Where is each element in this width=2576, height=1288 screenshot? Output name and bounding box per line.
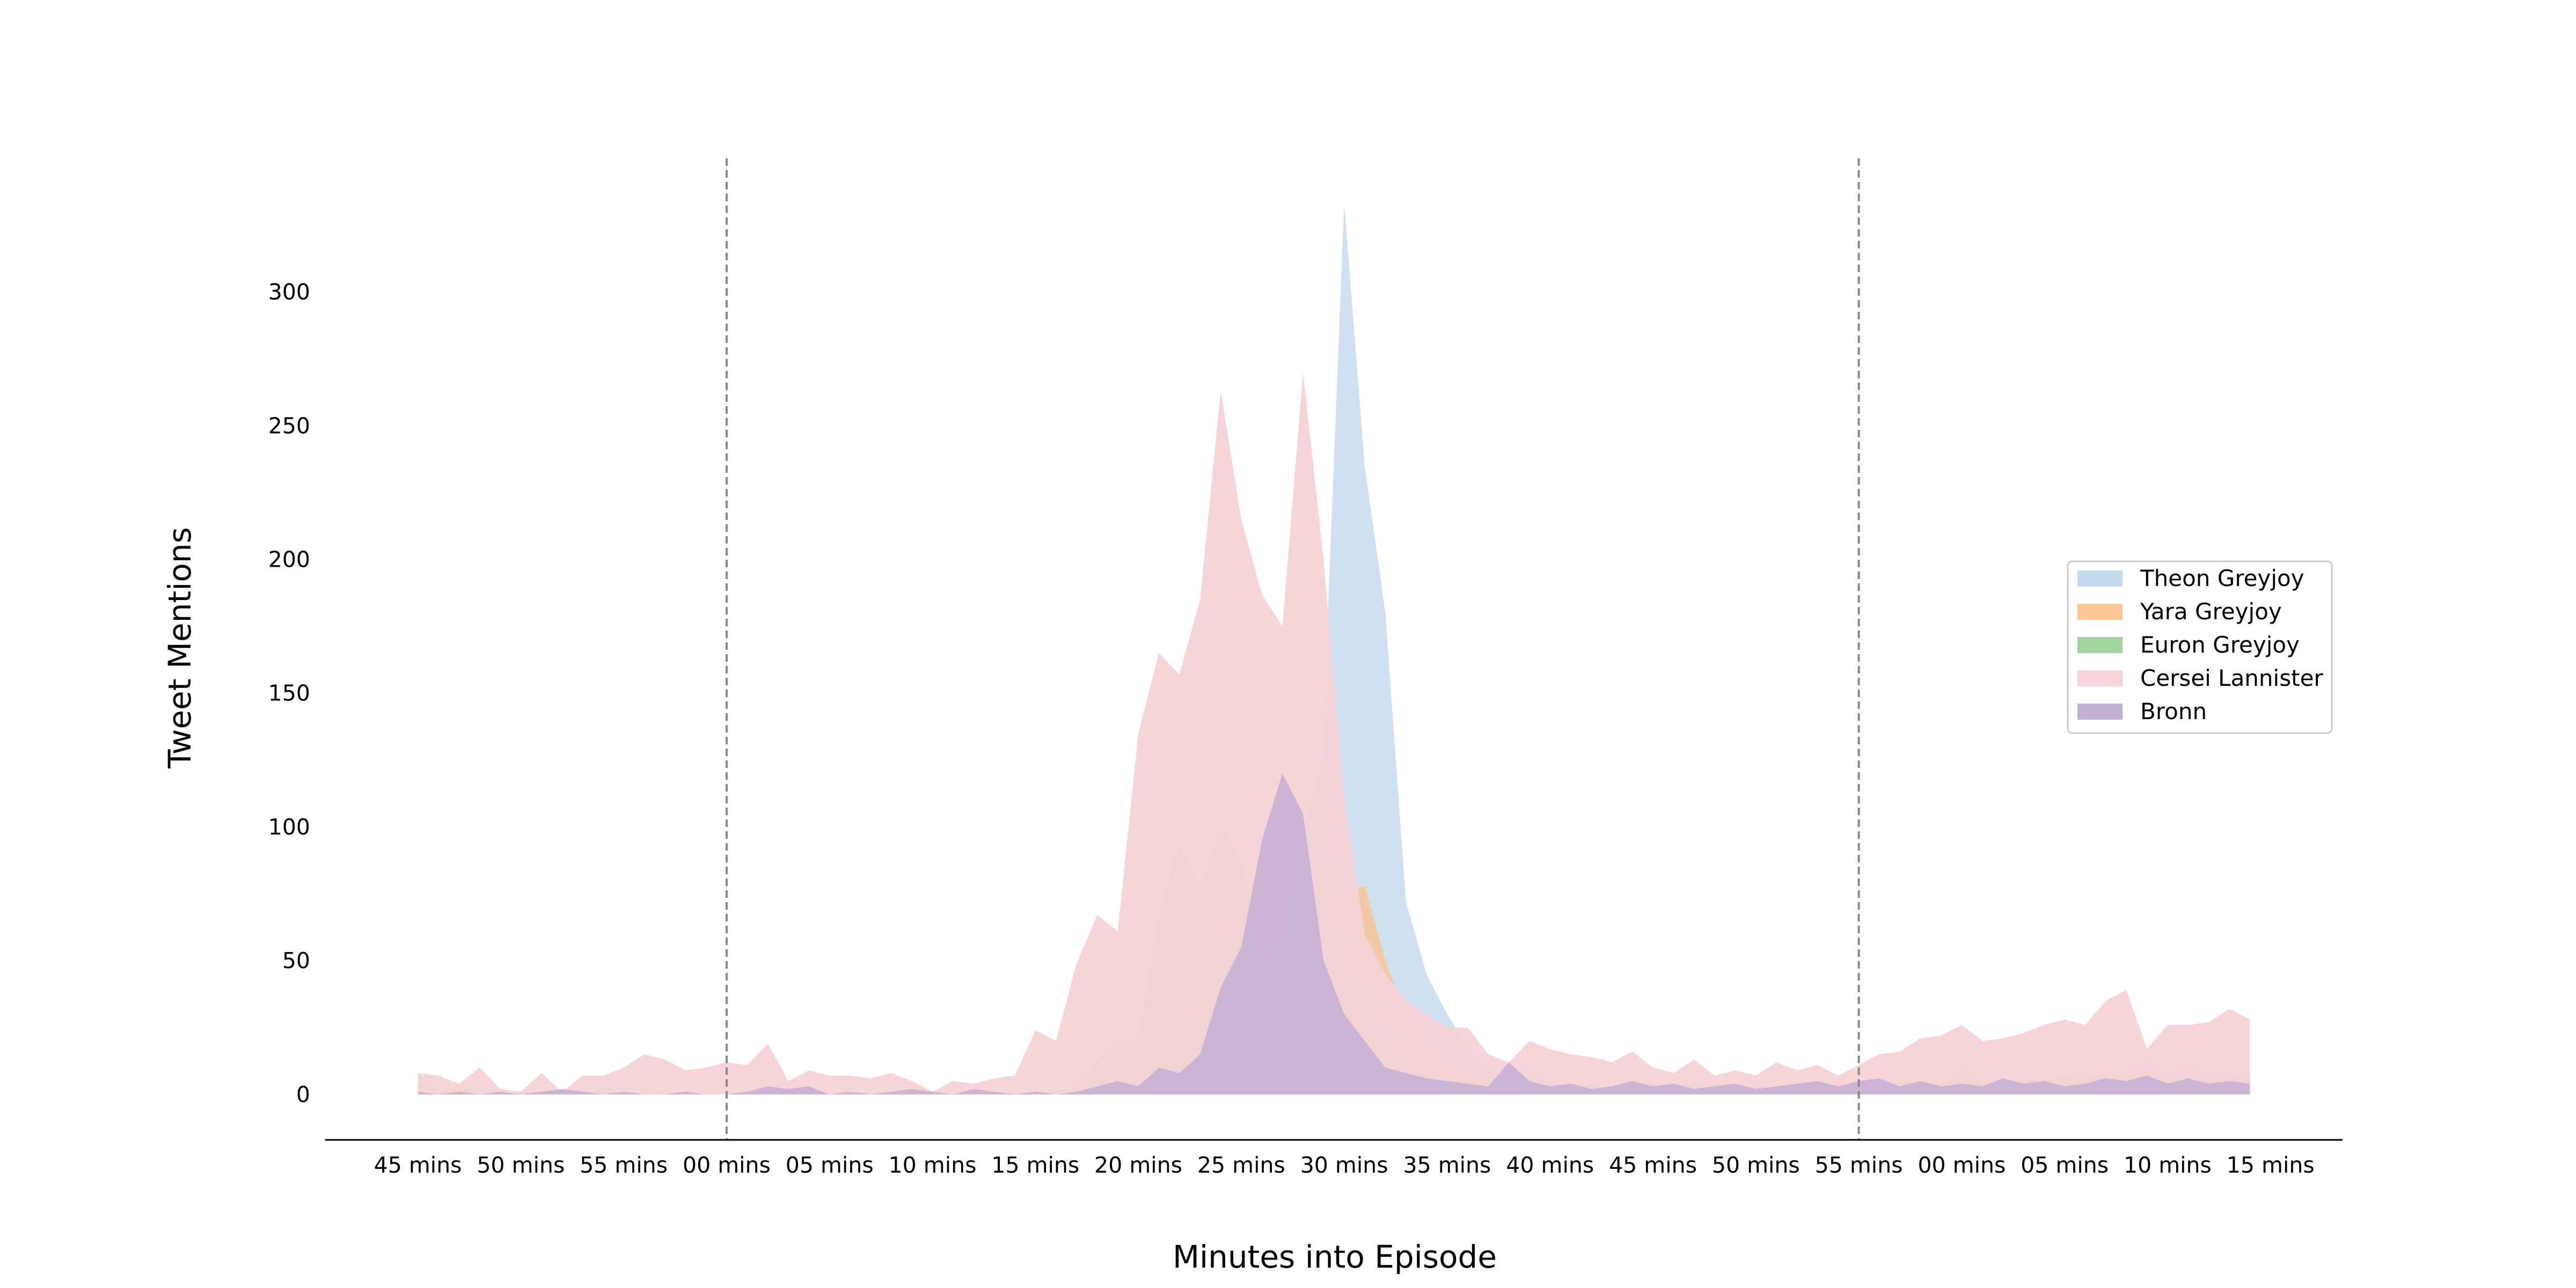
series-areas bbox=[418, 203, 2250, 1095]
legend-swatch-yara-greyjoy bbox=[2077, 604, 2123, 620]
x-tick-label: 50 mins bbox=[477, 1152, 565, 1178]
x-tick-label: 10 mins bbox=[889, 1152, 977, 1178]
x-axis: 45 mins 50 mins 55 mins 00 mins 05 mins 10 mi… bbox=[325, 1139, 2343, 1178]
area-bronn bbox=[418, 773, 2250, 1095]
x-tick-label: 00 mins bbox=[1918, 1152, 2006, 1178]
x-tick-label: 45 mins bbox=[374, 1152, 462, 1178]
x-axis-title: Minutes into Episode bbox=[1173, 1239, 1497, 1275]
y-tick-label: 150 bbox=[268, 680, 310, 706]
y-axis: 0 50 100 150 200 250 300 bbox=[268, 279, 310, 1107]
x-tick-label: 05 mins bbox=[786, 1152, 874, 1178]
y-tick-label: 300 bbox=[268, 279, 310, 305]
x-tick-label: 15 mins bbox=[2227, 1152, 2315, 1178]
y-tick-label: 100 bbox=[268, 814, 310, 840]
x-tick-label: 50 mins bbox=[1712, 1152, 1800, 1178]
legend-label-cersei-lannister: Cersei Lannister bbox=[2140, 665, 2323, 691]
x-tick-label: 00 mins bbox=[683, 1152, 771, 1178]
area-theon-greyjoy bbox=[418, 203, 2250, 1095]
legend-label-theon-greyjoy: Theon Greyjoy bbox=[2140, 565, 2304, 591]
y-axis-title: Tweet Mentions bbox=[162, 527, 198, 769]
x-tick-label: 40 mins bbox=[1506, 1152, 1594, 1178]
y-tick-label: 50 bbox=[282, 948, 310, 974]
x-tick-label: 25 mins bbox=[1197, 1152, 1285, 1178]
x-tick-label: 55 mins bbox=[1815, 1152, 1903, 1178]
x-tick-label: 15 mins bbox=[991, 1152, 1079, 1178]
x-tick-label: 35 mins bbox=[1403, 1152, 1491, 1178]
y-tick-label: 0 bbox=[296, 1081, 310, 1107]
legend-label-euron-greyjoy: Euron Greyjoy bbox=[2140, 632, 2300, 658]
legend-swatch-theon-greyjoy bbox=[2077, 570, 2123, 587]
x-tick-label: 30 mins bbox=[1300, 1152, 1388, 1178]
legend-swatch-euron-greyjoy bbox=[2077, 637, 2123, 653]
area-cersei-lannister bbox=[418, 372, 2250, 1095]
legend-box bbox=[2067, 560, 2333, 734]
x-tick-label: 05 mins bbox=[2021, 1152, 2109, 1178]
x-tick-label: 45 mins bbox=[1609, 1152, 1697, 1178]
legend-swatch-cersei-lannister bbox=[2077, 670, 2123, 686]
legend-label-yara-greyjoy: Yara Greyjoy bbox=[2140, 598, 2282, 625]
y-tick-label: 200 bbox=[268, 547, 310, 573]
x-tick-label: 55 mins bbox=[580, 1152, 668, 1178]
legend: Theon Greyjoy Yara Greyjoy Euron Greyjoy Ce… bbox=[2067, 560, 2333, 734]
x-tick-label: 10 mins bbox=[2124, 1152, 2212, 1178]
legend-swatch-bronn bbox=[2077, 704, 2123, 720]
legend-label-bronn: Bronn bbox=[2140, 698, 2207, 724]
y-tick-label: 250 bbox=[268, 413, 310, 438]
episode-boundary-lines bbox=[725, 158, 1860, 1140]
x-tick-label: 20 mins bbox=[1094, 1152, 1182, 1178]
